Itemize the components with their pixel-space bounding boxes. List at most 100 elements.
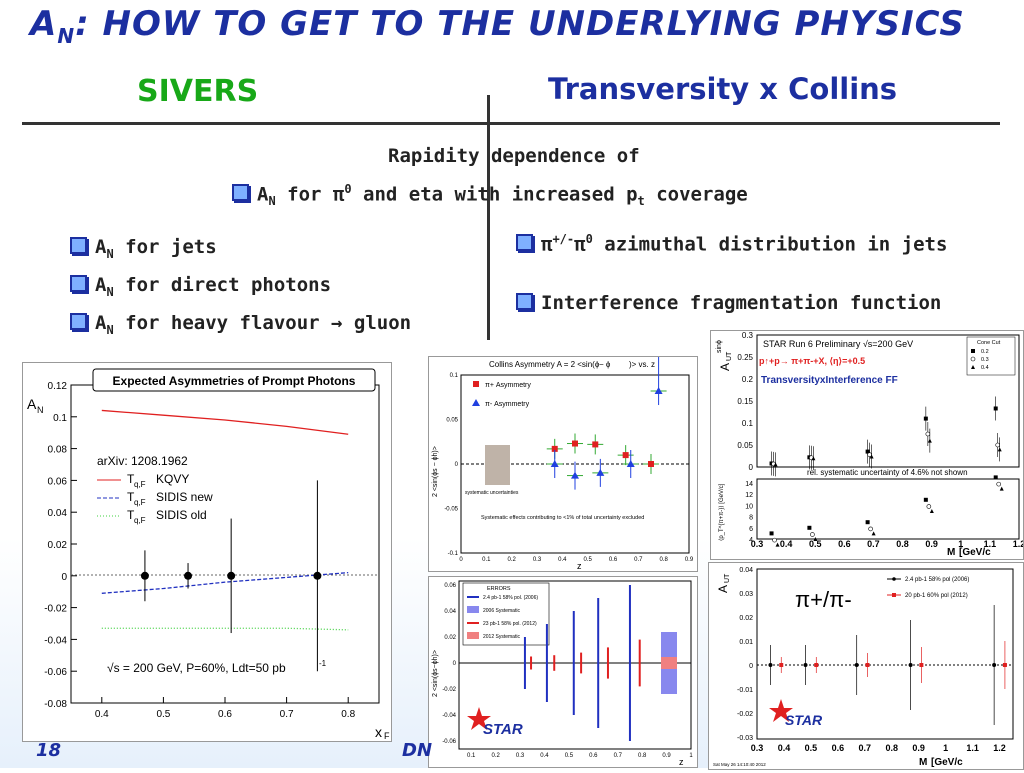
y-tick-label: -0.03 xyxy=(737,735,753,742)
x-tick-label: 0.4 xyxy=(778,743,791,753)
transversity-heading: Transversity x Collins xyxy=(548,72,898,106)
cone-legend-label: 0.3 xyxy=(981,357,989,363)
y-tick-label: 0 xyxy=(749,463,754,472)
legend-label: 2006 Systematic xyxy=(483,608,520,614)
legend-label: π+ Asymmetry xyxy=(485,382,531,389)
y-tick-label: 0.01 xyxy=(739,639,753,646)
syst-note: Systematic effects contributing to <1% o… xyxy=(481,515,644,521)
data-point xyxy=(811,456,816,461)
y-axis-label: A xyxy=(716,585,730,593)
cone-legend-label: 0.2 xyxy=(981,349,989,355)
data-point xyxy=(871,531,876,536)
data-point xyxy=(865,663,870,667)
collins-bullet-2: Interference fragmentation function xyxy=(516,292,941,314)
sivers-bullet-list: AN for jets AN for direct photons AN for… xyxy=(70,232,411,345)
y-tick-label: 0.04 xyxy=(48,508,68,519)
x-tick-label: 0.7 xyxy=(280,709,294,720)
star-icon xyxy=(467,707,491,730)
star-icon xyxy=(769,699,793,722)
data-point xyxy=(140,571,149,580)
data-point xyxy=(592,441,599,448)
x-tick-label: 1.2 xyxy=(993,743,1006,753)
x-tick-label: 0.9 xyxy=(925,539,938,549)
x-tick-label: 0.9 xyxy=(662,753,671,759)
systematic-band xyxy=(485,445,510,485)
legend-marker xyxy=(892,593,896,597)
y-tick-label: 6 xyxy=(749,526,753,533)
y-tick-label: -0.04 xyxy=(442,713,456,719)
x-axis-label: M xyxy=(919,757,927,768)
y-axis-label-bottom: ⟨p_T^{π+π-}⟩ [GeV/c] xyxy=(718,483,725,541)
data-point xyxy=(571,471,579,479)
plot-frame xyxy=(458,580,692,750)
cone-legend-label: 0.4 xyxy=(981,365,989,371)
data-point xyxy=(992,663,997,667)
y-tick-label: 12 xyxy=(745,492,753,499)
y-tick-label: -0.05 xyxy=(444,507,458,513)
data-point xyxy=(868,526,873,532)
data-point xyxy=(813,537,818,541)
y-axis-label: A xyxy=(718,363,732,371)
data-point xyxy=(854,663,859,667)
data-point xyxy=(550,460,559,467)
legend-label: 2.4 pb-1 58% pol. (2006) xyxy=(483,595,538,601)
legend-marker xyxy=(971,349,975,353)
y-tick-label: 0.2 xyxy=(742,375,754,384)
pt-points xyxy=(769,475,1004,547)
x-tick-label: 0.8 xyxy=(341,709,355,720)
data-point xyxy=(865,449,870,454)
x-tick-label: 0.8 xyxy=(896,539,909,549)
bullet-icon xyxy=(516,293,533,310)
x-tick-label: 0.5 xyxy=(583,557,592,563)
y-tick-label: 0.04 xyxy=(444,609,456,615)
run-label: STAR Run 6 Preliminary √s=200 GeV xyxy=(763,339,913,349)
x-tick-label: 0.5 xyxy=(156,709,170,720)
data-point xyxy=(654,387,663,395)
data-points xyxy=(140,480,322,672)
x-tick-label: 0.5 xyxy=(565,753,574,759)
sivers-heading: SIVERS xyxy=(137,74,259,109)
bullet-icon xyxy=(70,274,87,292)
beam-note: √s = 200 GeV, P=60%, Ldt=50 pb xyxy=(107,661,286,675)
data-point xyxy=(923,497,928,502)
data-point xyxy=(772,537,777,543)
y-tick-label: 10 xyxy=(745,503,753,510)
legend-label: SIDIS old xyxy=(156,508,207,522)
error-bars xyxy=(523,585,641,741)
legend-t: T xyxy=(127,490,135,504)
photon-plot-svg: Expected Asymmetries of Prompt Photons 0… xyxy=(27,368,390,741)
series-line-sidis-old xyxy=(101,627,349,631)
data-point xyxy=(995,442,1001,448)
y-tick-label: -0.06 xyxy=(44,667,67,678)
y-tick-label: -0.1 xyxy=(448,551,459,557)
x-tick-label: 0.5 xyxy=(805,743,818,753)
syst-label: systematic uncertainties xyxy=(465,490,519,496)
legend-label: 2012 Systematic xyxy=(483,634,520,640)
legend-sub: q,F xyxy=(134,480,146,489)
data-point xyxy=(999,486,1004,491)
x-tick-label: 0.9 xyxy=(685,557,694,563)
y-tick-label: 0.1 xyxy=(53,413,67,424)
data-point xyxy=(775,542,780,547)
y-tick-label: -0.02 xyxy=(44,604,67,615)
rapidity-text: Rapidity dependence of xyxy=(388,145,640,167)
x-ticks: 0.1 0.2 0.3 0.4 0.5 0.6 0.7 0.8 0.9 1 xyxy=(467,753,693,759)
data-point xyxy=(648,461,654,467)
systematic-2012-box xyxy=(661,657,677,669)
data-point xyxy=(803,663,808,667)
legend-marker xyxy=(892,577,896,581)
y-tick-label: 0 xyxy=(453,661,457,667)
data-point xyxy=(1002,663,1007,667)
plot-title: Expected Asymmetries of Prompt Photons xyxy=(113,374,356,388)
y-tick-label: 0.05 xyxy=(737,441,753,450)
x-tick-label: 1.2 xyxy=(1013,539,1023,549)
legend-t: T xyxy=(127,508,135,522)
plot-title-mid: − ϕ xyxy=(599,360,611,369)
x-axis-label: z xyxy=(577,561,582,571)
y-ticks: 0.06 0.04 0.02 0 -0.02 -0.04 -0.06 xyxy=(442,583,456,745)
x-tick-label: 0.7 xyxy=(634,557,643,563)
cone-legend-box xyxy=(966,336,1016,376)
y-tick-label: 0.03 xyxy=(739,591,753,598)
iff-plot-svg: STAR Run 6 Preliminary √s=200 GeV p↑+p→ … xyxy=(716,331,1024,558)
x-tick-label: 1 xyxy=(689,753,693,759)
